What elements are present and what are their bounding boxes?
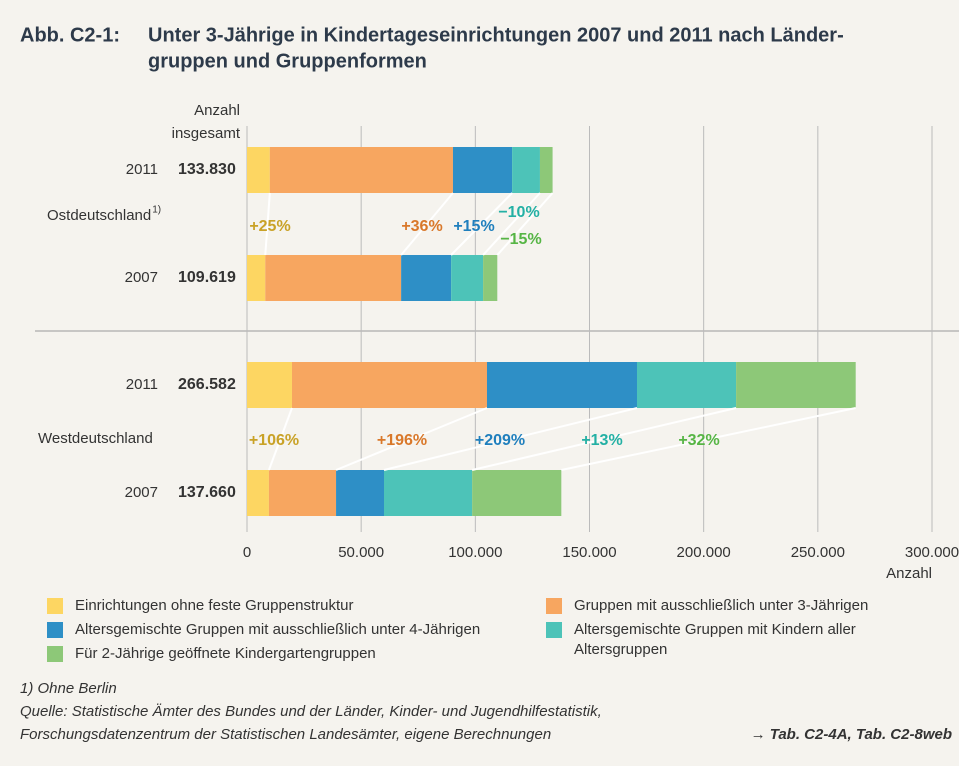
connector xyxy=(335,407,488,471)
change-label: +32% xyxy=(678,432,719,449)
bar-segment xyxy=(452,147,513,193)
legend-label: Gruppen mit ausschließlich unter 3-Jähri… xyxy=(574,597,869,614)
legend-swatch xyxy=(546,622,562,638)
reference: → Tab. C2-4A, Tab. C2-8web xyxy=(751,726,952,743)
category-label: 2011 xyxy=(126,161,158,178)
bar-segment xyxy=(247,255,266,301)
bar-segment xyxy=(268,470,337,516)
legend-label: Einrichtungen ohne feste Gruppenstruktur xyxy=(75,597,354,614)
connector xyxy=(450,192,513,256)
total-label: 109.619 xyxy=(178,269,236,286)
bar-segment xyxy=(486,362,637,408)
change-label: +196% xyxy=(377,432,427,449)
x-tick-label: 200.000 xyxy=(677,544,731,561)
legend-swatch xyxy=(47,622,63,638)
totals-header: insgesamt xyxy=(172,125,241,142)
legend-swatch xyxy=(546,598,562,614)
source: Quelle: Statistische Ämter des Bundes un… xyxy=(20,703,602,720)
x-tick-label: 250.000 xyxy=(791,544,845,561)
category-label: 2011 xyxy=(126,376,158,393)
x-tick-label: 300.000 xyxy=(905,544,959,561)
bar-segment xyxy=(247,147,270,193)
connector xyxy=(496,192,554,256)
change-label: +106% xyxy=(249,432,299,449)
bar-segment xyxy=(472,470,562,516)
connector xyxy=(561,407,856,471)
x-axis-label: Anzahl xyxy=(886,565,932,582)
change-label: +209% xyxy=(475,432,525,449)
bar-segment xyxy=(636,362,737,408)
bar-segment xyxy=(247,362,292,408)
bar-segment xyxy=(483,255,498,301)
x-tick-label: 50.000 xyxy=(338,544,384,561)
change-label: +36% xyxy=(401,218,442,235)
bar-segment xyxy=(451,255,484,301)
legend-swatch xyxy=(47,646,63,662)
change-label: +25% xyxy=(249,218,290,235)
category-label: 2007 xyxy=(125,269,158,286)
change-label: +13% xyxy=(581,432,622,449)
total-label: 266.582 xyxy=(178,376,236,393)
connector xyxy=(471,407,737,471)
bar-segment xyxy=(265,255,402,301)
category-label: 2007 xyxy=(125,484,158,501)
bar-segment xyxy=(736,362,856,408)
bar-segment xyxy=(247,470,269,516)
bar-segment xyxy=(512,147,540,193)
change-label: −15% xyxy=(500,231,541,248)
totals-header: Anzahl xyxy=(194,102,240,119)
x-tick-label: 100.000 xyxy=(448,544,502,561)
group-label: Westdeutschland xyxy=(38,430,153,447)
bar-segment xyxy=(336,470,384,516)
footnote-marker: 1) xyxy=(152,205,161,216)
group-label: Ostdeutschland xyxy=(47,207,151,224)
legend-label: Altersgemischte Gruppen mit Kindern alle… xyxy=(574,621,856,658)
x-tick-label: 150.000 xyxy=(562,544,616,561)
change-label: −10% xyxy=(498,204,539,221)
bar-segment xyxy=(401,255,452,301)
total-label: 133.830 xyxy=(178,161,236,178)
change-label: +15% xyxy=(453,218,494,235)
bar-segment xyxy=(269,147,453,193)
bar-segment xyxy=(291,362,487,408)
connector xyxy=(267,407,293,471)
connector xyxy=(383,407,638,471)
legend-label: Altersgemischte Gruppen mit ausschließli… xyxy=(75,621,481,638)
chart-title: Unter 3-Jährige in Kindertageseinrichtun… xyxy=(148,24,844,46)
legend-swatch xyxy=(47,598,63,614)
footnote: 1) Ohne Berlin xyxy=(20,680,117,697)
source: Forschungsdatenzentrum der Statistischen… xyxy=(20,726,551,743)
chart-title: gruppen und Gruppenformen xyxy=(148,50,427,72)
connector xyxy=(400,192,454,256)
connector xyxy=(482,192,541,256)
total-label: 137.660 xyxy=(178,484,236,501)
figure-label: Abb. C2-1: xyxy=(20,24,120,46)
legend-label: Für 2-Jährige geöffnete Kindergartengrup… xyxy=(75,645,376,662)
x-tick-label: 0 xyxy=(243,544,251,561)
bar-segment xyxy=(384,470,473,516)
bar-segment xyxy=(539,147,553,193)
connector xyxy=(264,192,271,256)
